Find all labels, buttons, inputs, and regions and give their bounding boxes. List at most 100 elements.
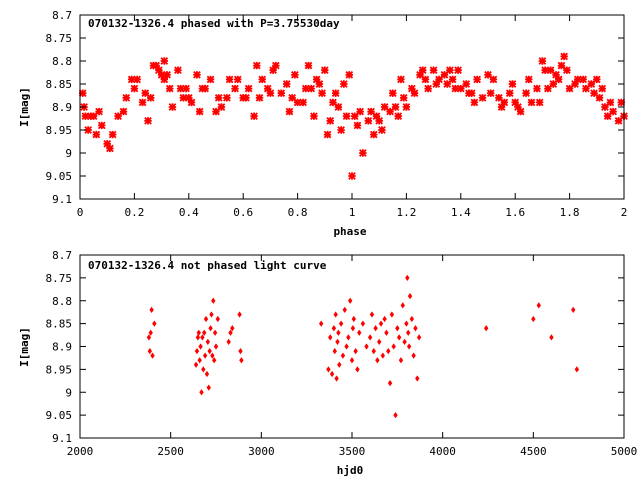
phased-axis-ticks: 0 0.2 0.4 0.6 0.8 1 1.2 1.4 1.6 1.8 2 8.7 8.75 8.8 8.8… [46, 9, 628, 219]
phased-data-point [272, 61, 280, 70]
unphased-data-point [207, 347, 212, 355]
unphased-data-point [382, 315, 387, 323]
phased-data-point [495, 93, 503, 102]
unphased-data-point [212, 357, 217, 364]
phased-data-point [334, 103, 343, 111]
phased-data-point [269, 66, 277, 75]
phased-data-point [592, 75, 601, 84]
unphased-data-point [331, 325, 337, 332]
unphased-data-point [237, 311, 242, 318]
phased-data-point [454, 66, 462, 75]
phased-data-point [244, 84, 253, 93]
unphased-y-tick-label: 8.9 [52, 341, 72, 354]
unphased-data-point [549, 334, 554, 341]
phased-data-point [201, 84, 209, 93]
phased-data-point [378, 126, 386, 134]
phased-data-point [421, 75, 430, 84]
phased-data-point [402, 103, 411, 111]
phased-data-point [478, 93, 487, 102]
unphased-data-point [411, 352, 416, 359]
unphased-data-point [147, 347, 152, 355]
unphased-y-tick-label: 8.7 [52, 249, 72, 262]
phased-data-point [535, 98, 544, 107]
phased-data-point [323, 130, 332, 139]
phased-data-point [497, 103, 506, 111]
phased-data-point [484, 70, 492, 79]
phased-data-point [301, 84, 310, 93]
phased-data-point [527, 98, 536, 107]
unphased-x-tick-label: 2000 [67, 445, 94, 458]
phased-data-point [299, 98, 307, 107]
phased-data-point [590, 89, 598, 98]
phased-data-point [157, 70, 166, 79]
phased-data-point [168, 103, 177, 111]
unphased-x-tick-label: 5000 [611, 445, 638, 458]
phased-data-point [514, 103, 522, 111]
phased-data-point [212, 107, 220, 116]
phased-data-point [541, 66, 549, 75]
phased-y-tick-label: 8.8 [52, 55, 72, 68]
phased-data-point [595, 93, 604, 102]
phased-data-point [84, 126, 92, 134]
phased-data-point [505, 89, 514, 98]
phased-data-point [424, 84, 432, 93]
phased-data-point [582, 84, 590, 93]
phased-data-point [78, 89, 87, 98]
unphased-data-point [402, 338, 407, 346]
phased-plot-frame [79, 14, 625, 200]
unphased-data-points [146, 274, 580, 419]
phased-data-point [470, 98, 479, 107]
phased-data-point [288, 93, 296, 102]
unphased-y-tick-label: 8.75 [46, 272, 73, 285]
unphased-data-point [536, 302, 541, 309]
phased-data-point [508, 80, 517, 88]
phased-y-axis-label: I[mag] [18, 87, 31, 127]
phased-data-point [467, 89, 476, 98]
unphased-data-point [409, 315, 415, 323]
unphased-y-tick-label: 8.8 [52, 295, 72, 308]
unphased-data-point [571, 306, 576, 314]
unphased-data-point [146, 334, 152, 341]
phased-data-point [231, 84, 239, 93]
phased-data-point [456, 84, 465, 93]
unphased-x-tick-label: 3500 [339, 445, 366, 458]
phased-light-curve-plot: 0 0.2 0.4 0.6 0.8 1 1.2 1.4 1.6 1.8 2 8.7 8.75 8.8 8.8… [18, 9, 628, 238]
phased-x-tick-label: 0.4 [179, 206, 199, 219]
unphased-data-point [337, 361, 342, 368]
phased-data-point [217, 103, 226, 111]
unphased-data-point [206, 384, 211, 391]
unphased-data-point [203, 315, 209, 323]
unphased-data-point [338, 320, 344, 327]
unphased-data-point [405, 274, 410, 281]
unphased-data-point [386, 347, 391, 355]
unphased-data-point [389, 311, 395, 318]
unphased-data-point [346, 334, 351, 341]
phased-data-point [193, 70, 201, 79]
unphased-data-point [342, 306, 347, 314]
phased-data-point [342, 112, 351, 121]
phased-data-point [223, 93, 231, 102]
unphased-data-point [230, 325, 235, 332]
unphased-data-point [204, 370, 210, 378]
unphased-data-point [201, 366, 206, 373]
unphased-data-point [355, 366, 360, 373]
unphased-data-point [152, 320, 157, 327]
phased-data-point [141, 89, 150, 98]
unphased-x-tick-label: 3000 [248, 445, 275, 458]
phased-y-tick-label: 8.75 [46, 32, 73, 45]
unphased-light-curve-plot: 2000 2500 3000 3500 4000 4500 5000 8.7 8.75 8.8 8.… [18, 249, 637, 477]
phased-data-point [560, 52, 568, 61]
unphased-data-point [344, 343, 349, 350]
unphased-data-point [367, 334, 373, 341]
phased-data-point [252, 61, 261, 70]
unphased-data-point [364, 343, 369, 350]
unphased-data-point [393, 412, 398, 419]
phased-data-point [552, 70, 560, 79]
phased-data-point [579, 75, 588, 84]
phased-data-point [563, 66, 571, 75]
unphased-data-point [416, 334, 422, 341]
phased-y-tick-label: 9.05 [46, 170, 73, 183]
phased-data-point [345, 70, 354, 79]
phased-x-tick-label: 0.8 [288, 206, 308, 219]
phased-x-tick-label: 1.6 [505, 206, 525, 219]
